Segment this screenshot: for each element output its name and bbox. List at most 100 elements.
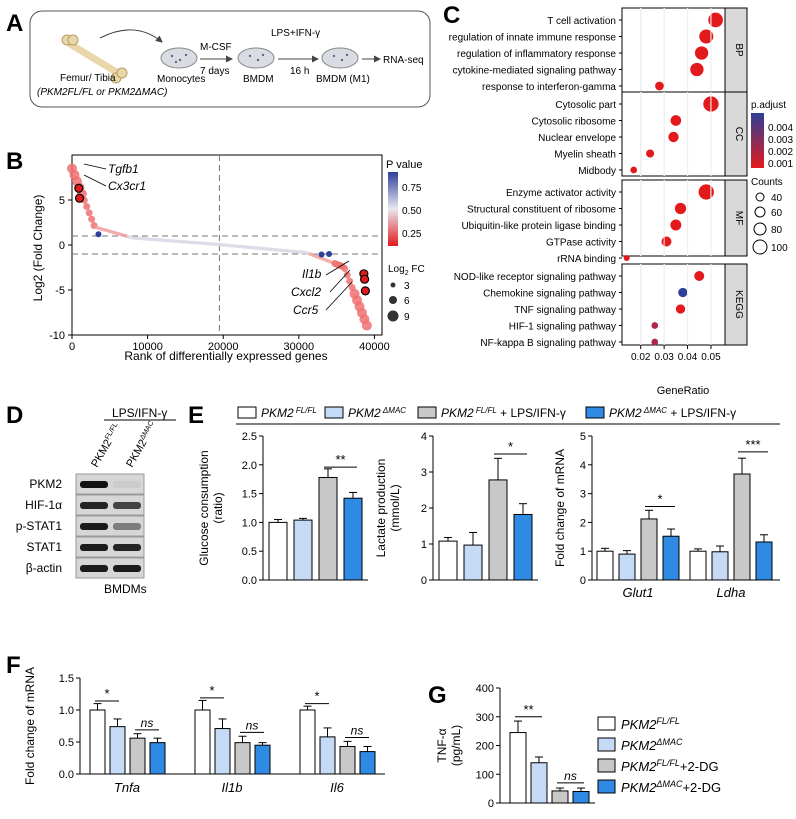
gene-label-tgfb1: Tgfb1 bbox=[108, 162, 139, 176]
bar bbox=[293, 519, 313, 581]
panel-d: LPS/IFN-γ PKM2FL/FL PKM2ΔMAC PKM2 HIF-1α p… bbox=[16, 406, 176, 596]
y-tick-label: 0 bbox=[580, 575, 586, 587]
legend-p-tick: 0.50 bbox=[402, 206, 422, 217]
x-tick-label: 10000 bbox=[132, 341, 163, 353]
enrichment-point bbox=[678, 287, 688, 298]
legend-swatch bbox=[417, 406, 437, 419]
legend-p-title: P value bbox=[386, 159, 423, 171]
enrichment-point bbox=[698, 184, 714, 200]
label-pointer bbox=[325, 260, 350, 276]
legend-swatch bbox=[237, 406, 257, 419]
scatter-point bbox=[361, 320, 372, 331]
label-pointer bbox=[83, 163, 107, 170]
term-label: Midbody bbox=[578, 166, 616, 177]
d-treatment-label: LPS/IFN-γ bbox=[112, 406, 167, 420]
blot-strip bbox=[75, 494, 145, 516]
y-tick-label: 2.0 bbox=[242, 460, 257, 472]
legend-p-tick: 0.75 bbox=[402, 183, 422, 194]
legend-item: PKM2 ΔMAC bbox=[348, 406, 406, 420]
bar bbox=[662, 535, 680, 581]
y-tick-label: 0.5 bbox=[242, 546, 257, 558]
padj-tick: 0.004 bbox=[768, 123, 793, 134]
scatter-point bbox=[83, 203, 91, 211]
panel-letter-b: B bbox=[6, 148, 24, 175]
y-axis-label: Log2 (Fold Change) bbox=[31, 195, 45, 302]
bar bbox=[530, 762, 548, 804]
counts-legend-value: 100 bbox=[771, 243, 788, 254]
significance-label: ns bbox=[246, 718, 259, 732]
highlighted-gene-point bbox=[360, 274, 370, 284]
blot-strip bbox=[75, 536, 145, 558]
term-label: cytokine-mediated signaling pathway bbox=[453, 66, 616, 77]
significance-label: * bbox=[314, 689, 319, 704]
enrichment-point bbox=[674, 202, 687, 215]
bar bbox=[299, 709, 316, 775]
y-tick-label: 4 bbox=[421, 431, 427, 443]
enrichment-point bbox=[708, 12, 723, 28]
significance-label: ns bbox=[564, 769, 577, 783]
panel-letter-a: A bbox=[6, 10, 24, 37]
panel-b: Log2 (Fold Change) Rank of differentiall… bbox=[31, 154, 425, 363]
bar bbox=[129, 737, 146, 775]
bar bbox=[733, 473, 751, 581]
y-axis-label: Glucose consumption bbox=[197, 450, 211, 565]
legend-g: PKM2FL/FL PKM2ΔMAC PKM2FL/FL+2-DG PKM2ΔM… bbox=[597, 716, 721, 795]
highlighted-gene-point bbox=[74, 193, 85, 203]
bar bbox=[109, 726, 126, 775]
x-axis-label: Rank of differentially expressed genes bbox=[124, 349, 327, 363]
blot-band bbox=[80, 565, 108, 572]
counts-legend-title: Counts bbox=[751, 177, 783, 188]
p-value-colorbar bbox=[388, 172, 398, 246]
legend-item: PKM2ΔMAC bbox=[621, 737, 683, 753]
gene-label-il1b: Il1b bbox=[302, 267, 322, 281]
term-label: HIF-1 signaling pathway bbox=[509, 322, 616, 333]
term-label: regulation of inflammatory response bbox=[457, 49, 616, 60]
petri-dish-icon bbox=[160, 47, 198, 69]
label-pointer bbox=[329, 269, 351, 293]
c-x-axis-label: GeneRatio bbox=[657, 385, 710, 397]
bar bbox=[359, 751, 376, 775]
x-tick-label: 0.05 bbox=[701, 352, 721, 363]
significance-label: ** bbox=[335, 452, 345, 467]
term-label: T cell activation bbox=[547, 16, 616, 27]
facet-label: BP bbox=[733, 43, 744, 57]
panel-letter-e: E bbox=[188, 402, 205, 429]
rnaseq-label: RNA-seq bbox=[383, 55, 424, 66]
blot-band bbox=[80, 502, 108, 509]
x-tick-label: 30000 bbox=[284, 341, 315, 353]
legend-swatch bbox=[324, 406, 344, 419]
bar bbox=[268, 521, 288, 581]
blot-strip bbox=[75, 473, 145, 495]
bar bbox=[618, 553, 636, 581]
petri-dish-icon bbox=[321, 47, 359, 69]
panel-letter-d: D bbox=[6, 402, 24, 429]
gene-label-cxcl2: Cxcl2 bbox=[291, 285, 321, 299]
facet-frame bbox=[621, 7, 726, 93]
x-tick-label: 0.02 bbox=[631, 352, 651, 363]
x-tick-label: 0 bbox=[69, 341, 75, 353]
counts-legend-dot bbox=[754, 206, 766, 218]
legend-e: PKM2 FL/FL PKM2 ΔMAC PKM2 FL/FL + LPS/IF… bbox=[236, 406, 780, 425]
legend-fc-value: 9 bbox=[404, 312, 410, 323]
legend-item: PKM2 ΔMAC + LPS/IFN-γ bbox=[609, 406, 736, 420]
y-tick-label: 0 bbox=[421, 575, 427, 587]
bone-icon bbox=[61, 34, 128, 84]
facet-strip bbox=[724, 91, 748, 177]
gene-label-cx3cr1: Cx3cr1 bbox=[108, 179, 146, 193]
significance-label: * bbox=[104, 686, 109, 701]
scatter-point bbox=[346, 277, 354, 285]
mcsf-label: M-CSF bbox=[200, 42, 232, 53]
y-tick-label: 2 bbox=[421, 503, 427, 515]
protein-label: STAT1 bbox=[26, 540, 62, 554]
counts-legend-value: 60 bbox=[771, 208, 783, 219]
enrichment-point bbox=[651, 338, 659, 346]
blot-band bbox=[80, 544, 108, 551]
legend-swatch bbox=[597, 758, 616, 773]
x-category-label: Tnfa bbox=[114, 780, 140, 795]
y-tick-label: -10 bbox=[49, 330, 65, 342]
bar bbox=[572, 791, 590, 804]
legend-swatch bbox=[585, 406, 605, 419]
y-tick-label: 300 bbox=[476, 712, 494, 724]
bar bbox=[89, 709, 106, 775]
